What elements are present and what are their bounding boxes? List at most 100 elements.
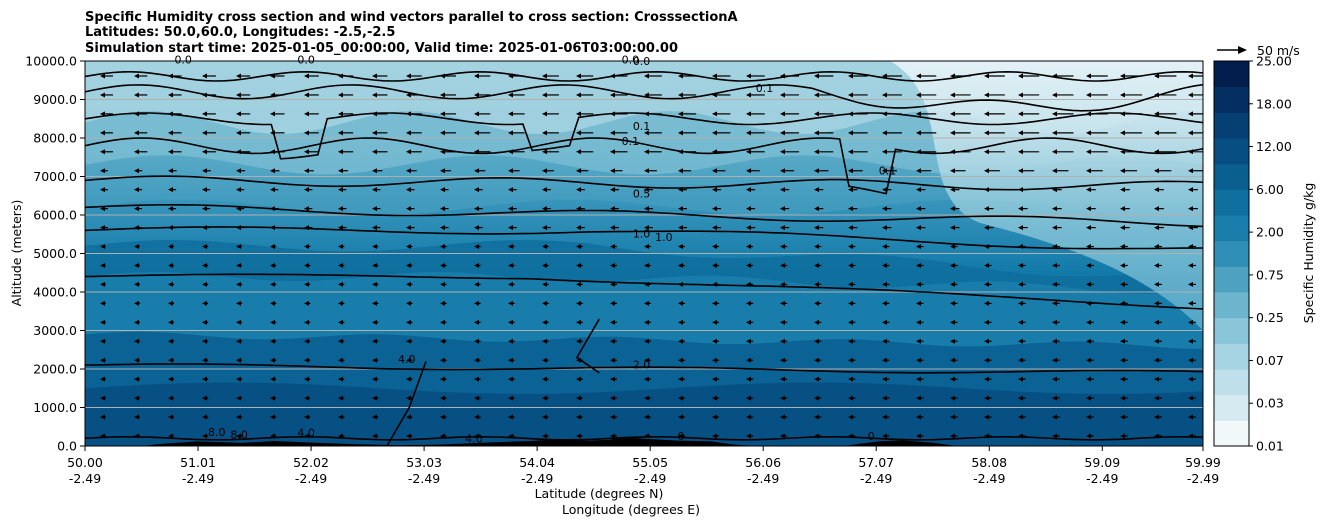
- wind-vector-head: [440, 281, 445, 287]
- wind-vector-head: [440, 357, 445, 363]
- wind-vector-head: [814, 244, 819, 250]
- wind-vector-head: [1086, 149, 1091, 155]
- wind-vector-head: [1086, 206, 1091, 212]
- wind-vector-head: [644, 206, 649, 212]
- wind-vector-head: [1120, 149, 1125, 155]
- wind-vector-head: [236, 357, 241, 363]
- wind-vector-head: [372, 73, 377, 79]
- wind-vector-head: [746, 338, 751, 344]
- wind-vector-head: [950, 357, 955, 363]
- wind-vector-head: [950, 168, 955, 174]
- wind-vector-head: [1154, 187, 1159, 193]
- wind-vector-head: [780, 262, 785, 268]
- wind-vector-head: [1018, 319, 1023, 325]
- wind-vector-head: [780, 168, 785, 174]
- wind-vector-head: [984, 281, 989, 287]
- wind-vector-head: [848, 338, 853, 344]
- wind-vector-head: [542, 376, 547, 382]
- wind-vector-head: [644, 225, 649, 231]
- wind-vector-head: [916, 130, 921, 136]
- x-tick-label-latitude: 54.04: [519, 455, 555, 470]
- wind-vector-head: [168, 433, 173, 439]
- wind-vector-head: [202, 187, 207, 193]
- y-axis: 0.0 1000.0 2000.0 3000.0 4000.0 5000.0 6000.0 7…: [25, 54, 85, 454]
- colorbar-tick-label: 0.01: [1256, 439, 1284, 454]
- wind-vector-head: [1188, 149, 1193, 155]
- wind-vector-head: [202, 73, 207, 79]
- wind-vector-head: [848, 319, 853, 325]
- wind-vector-head: [644, 130, 649, 136]
- wind-vector-head: [406, 395, 411, 401]
- wind-vector-head: [304, 225, 309, 231]
- wind-vector-head: [100, 376, 105, 382]
- wind-vector-head: [236, 281, 241, 287]
- wind-vector-head: [1154, 395, 1159, 401]
- wind-vector-head: [304, 244, 309, 250]
- wind-vector-head: [440, 73, 445, 79]
- wind-vector-head: [542, 244, 547, 250]
- wind-vector-head: [746, 281, 751, 287]
- wind-vector-head: [644, 338, 649, 344]
- wind-vector-head: [270, 225, 275, 231]
- wind-vector-head: [984, 357, 989, 363]
- wind-vector-head: [644, 168, 649, 174]
- wind-vector-head: [372, 149, 377, 155]
- wind-vector-head: [848, 414, 853, 420]
- wind-vector-head: [542, 395, 547, 401]
- wind-vector-head: [644, 73, 649, 79]
- wind-vector-head: [134, 414, 139, 420]
- wind-vector-head: [576, 433, 581, 439]
- wind-vector-head: [1188, 168, 1193, 174]
- wind-vector-head: [678, 130, 683, 136]
- wind-vector-head: [338, 130, 343, 136]
- wind-vector-head: [406, 357, 411, 363]
- wind-vector-head: [542, 168, 547, 174]
- wind-vector-head: [1052, 338, 1057, 344]
- wind-vector-head: [1154, 281, 1159, 287]
- wind-vector-head: [100, 281, 105, 287]
- wind-vector-head: [270, 130, 275, 136]
- wind-vector-head: [712, 433, 717, 439]
- wind-vector-head: [1188, 338, 1193, 344]
- wind-vector-head: [848, 168, 853, 174]
- wind-vector-head: [508, 206, 513, 212]
- wind-vector-head: [1154, 357, 1159, 363]
- wind-vector-head: [202, 357, 207, 363]
- wind-vector-head: [202, 281, 207, 287]
- wind-vector-head: [474, 376, 479, 382]
- wind-vector-head: [508, 225, 513, 231]
- wind-vector-head: [100, 149, 105, 155]
- contour-label: 0.1: [756, 82, 774, 95]
- wind-vector-head: [474, 225, 479, 231]
- wind-vector-head: [882, 73, 887, 79]
- wind-vector-head: [338, 187, 343, 193]
- wind-vector-head: [304, 149, 309, 155]
- wind-vector-head: [576, 338, 581, 344]
- wind-vector-head: [576, 262, 581, 268]
- wind-vector-head: [202, 168, 207, 174]
- contour-line: [85, 273, 1203, 310]
- wind-vector-head: [1188, 262, 1193, 268]
- wind-vector-head: [474, 187, 479, 193]
- wind-vector-head: [474, 130, 479, 136]
- wind-vector-head: [1154, 433, 1159, 439]
- wind-vector-head: [304, 262, 309, 268]
- wind-vector-head: [236, 244, 241, 250]
- y-tick-label: 4000.0: [33, 285, 77, 300]
- wind-vector-head: [1188, 300, 1193, 306]
- wind-vector-head: [814, 206, 819, 212]
- wind-vector-head: [780, 376, 785, 382]
- wind-vector-head: [848, 187, 853, 193]
- wind-vector-head: [100, 395, 105, 401]
- wind-vector-head: [202, 376, 207, 382]
- wind-vector-head: [1018, 395, 1023, 401]
- wind-vector-head: [678, 111, 683, 117]
- wind-vector-head: [270, 206, 275, 212]
- wind-vector-head: [202, 262, 207, 268]
- x-tick-label-longitude: -2.49: [747, 471, 779, 486]
- wind-vector-head: [1188, 433, 1193, 439]
- wind-vector-head: [1018, 433, 1023, 439]
- wind-vector-head: [100, 130, 105, 136]
- wind-vector-head: [168, 376, 173, 382]
- wind-vector-head: [236, 225, 241, 231]
